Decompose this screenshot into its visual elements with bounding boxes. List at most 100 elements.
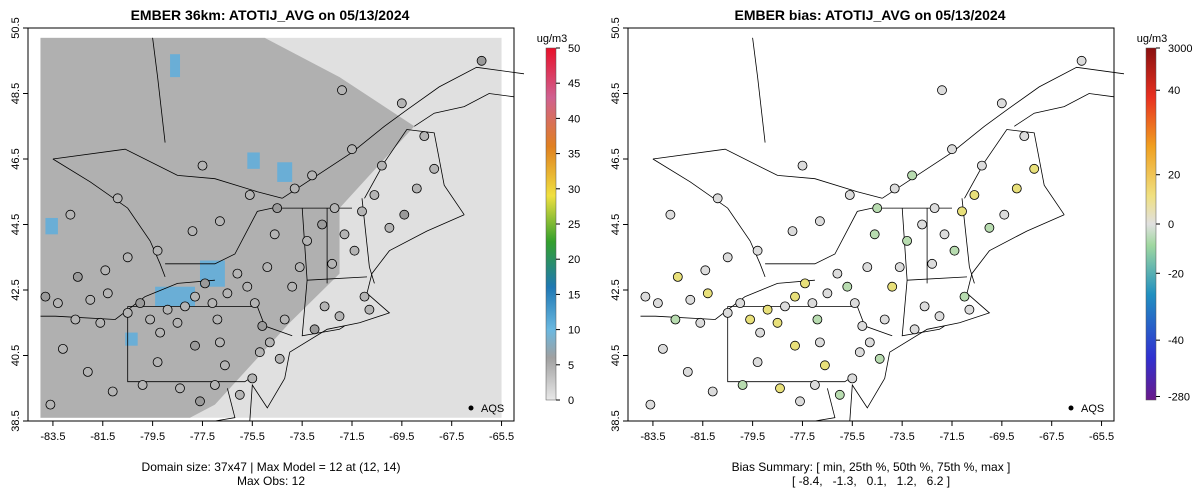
- obs-site-point: [232, 268, 243, 279]
- obs-site-point: [1029, 163, 1040, 174]
- obs-site-point: [257, 321, 268, 331]
- obs-site-point: [85, 294, 96, 305]
- obs-site-point: [780, 301, 790, 312]
- model-high-cell: [247, 152, 260, 169]
- y-tick-label: 44.5: [610, 214, 622, 235]
- legend-tick-label: 10: [568, 325, 580, 337]
- obs-site-point: [152, 357, 163, 368]
- obs-site-point: [762, 304, 773, 315]
- obs-site-point: [807, 298, 818, 309]
- obs-site-point: [45, 399, 56, 410]
- obs-site-point: [820, 360, 830, 371]
- obs-site-point: [190, 340, 200, 351]
- obs-site-point: [476, 55, 487, 66]
- y-tick-label: 38.5: [10, 410, 22, 431]
- x-tick-label: -71.5: [939, 431, 964, 443]
- obs-site-point: [317, 219, 328, 230]
- legend-tick-label: 0: [568, 395, 574, 407]
- obs-site-point: [200, 278, 210, 289]
- obs-site-point: [279, 314, 290, 325]
- right-x-axis: -83.5 -81.5 -79.5 -77.5 -75.5 -73.5 -71.5 -69.5…: [640, 421, 1114, 443]
- obs-site-point: [889, 183, 900, 194]
- obs-site-point: [82, 366, 93, 377]
- obs-site-point: [665, 209, 676, 220]
- right-title: EMBER bias: ATOTIJ_AVG on 05/13/2024: [734, 7, 1005, 23]
- legend-tick-label: 50: [568, 43, 580, 55]
- obs-site-point: [172, 317, 183, 328]
- legend-tick-label: 15: [568, 289, 580, 301]
- obs-site-point: [857, 321, 868, 331]
- obs-site-point: [214, 216, 225, 227]
- obs-site-point: [996, 98, 1007, 109]
- obs-site-point: [234, 389, 245, 400]
- border-line: [727, 306, 851, 383]
- obs-site-point: [790, 291, 800, 302]
- y-tick-label: 44.5: [10, 214, 22, 235]
- border-line: [727, 306, 893, 337]
- obs-site-point: [737, 380, 748, 390]
- obs-site-point: [640, 291, 651, 302]
- obs-site-point: [969, 190, 980, 200]
- obs-site-point: [658, 343, 668, 354]
- obs-site-point: [832, 268, 843, 279]
- obs-site-point: [137, 380, 148, 390]
- right-obs-points: [640, 55, 1087, 410]
- obs-site-point: [999, 209, 1010, 220]
- model-high-cell: [155, 286, 195, 307]
- border-line: [752, 37, 766, 143]
- obs-site-point: [670, 314, 681, 325]
- legend-tick-label: 25: [568, 219, 580, 231]
- left-caption-line2: Max Obs: 12: [236, 474, 306, 488]
- left-legend-ticks: 0 5 10 15 20 25 30 35 40 45 50: [556, 43, 580, 407]
- left-caption-line1: Domain size: 37x47 | Max Model = 12 at (…: [141, 460, 401, 474]
- obs-site-point: [874, 353, 885, 364]
- obs-site-point: [834, 389, 845, 400]
- x-tick-label: -79.5: [140, 431, 165, 443]
- y-tick-label: 42.5: [610, 279, 622, 300]
- obs-site-point: [264, 337, 275, 348]
- obs-site-point: [1076, 55, 1087, 66]
- obs-site-point: [337, 85, 347, 96]
- model-grey-region: [40, 37, 415, 418]
- obs-site-point: [369, 190, 380, 200]
- legend-tick-label: 0: [1168, 219, 1174, 231]
- obs-site-point: [357, 206, 367, 217]
- obs-site-point: [919, 301, 930, 312]
- model-high-cell: [45, 217, 58, 235]
- y-tick-label: 50.5: [610, 17, 622, 38]
- obs-site-point: [102, 288, 113, 299]
- obs-site-point: [854, 347, 865, 358]
- left-title: EMBER 36km: ATOTIJ_AVG on 05/13/2024: [131, 7, 410, 23]
- obs-site-point: [294, 262, 305, 273]
- left-legend-unit: ug/m3: [537, 33, 568, 45]
- obs-site-point: [329, 203, 340, 214]
- left-x-axis: -83.5 -81.5 -79.5 -77.5 -75.5 -73.5 -71.5 -69.5…: [40, 421, 514, 443]
- right-aqs-marker: [1068, 405, 1074, 411]
- obs-site-point: [702, 288, 713, 299]
- obs-site-point: [212, 314, 223, 325]
- obs-site-point: [815, 216, 825, 227]
- right-legend-unit: ug/m3: [1137, 33, 1168, 45]
- obs-site-point: [707, 386, 718, 397]
- obs-site-point: [222, 288, 233, 299]
- obs-site-point: [152, 245, 163, 256]
- x-tick-label: -69.5: [389, 431, 414, 443]
- legend-tick-label: -280: [1168, 391, 1190, 403]
- model-high-cell: [125, 332, 138, 346]
- obs-site-point: [187, 226, 198, 237]
- obs-site-point: [180, 301, 190, 312]
- y-tick-label: 40.5: [610, 345, 622, 366]
- obs-site-point: [787, 226, 798, 237]
- x-tick-label: -75.5: [840, 431, 865, 443]
- obs-site-point: [842, 281, 853, 292]
- right-panel: EMBER bias: ATOTIJ_AVG on 05/13/2024 -83…: [610, 7, 1125, 443]
- obs-site-point: [872, 203, 883, 214]
- obs-site-point: [100, 265, 111, 276]
- obs-site-point: [287, 281, 298, 292]
- obs-site-point: [269, 229, 280, 240]
- x-tick-label: -73.5: [290, 431, 315, 443]
- obs-site-point: [209, 380, 220, 390]
- border-line: [52, 148, 283, 199]
- x-tick-label: -67.5: [1039, 431, 1064, 443]
- obs-site-point: [722, 252, 733, 263]
